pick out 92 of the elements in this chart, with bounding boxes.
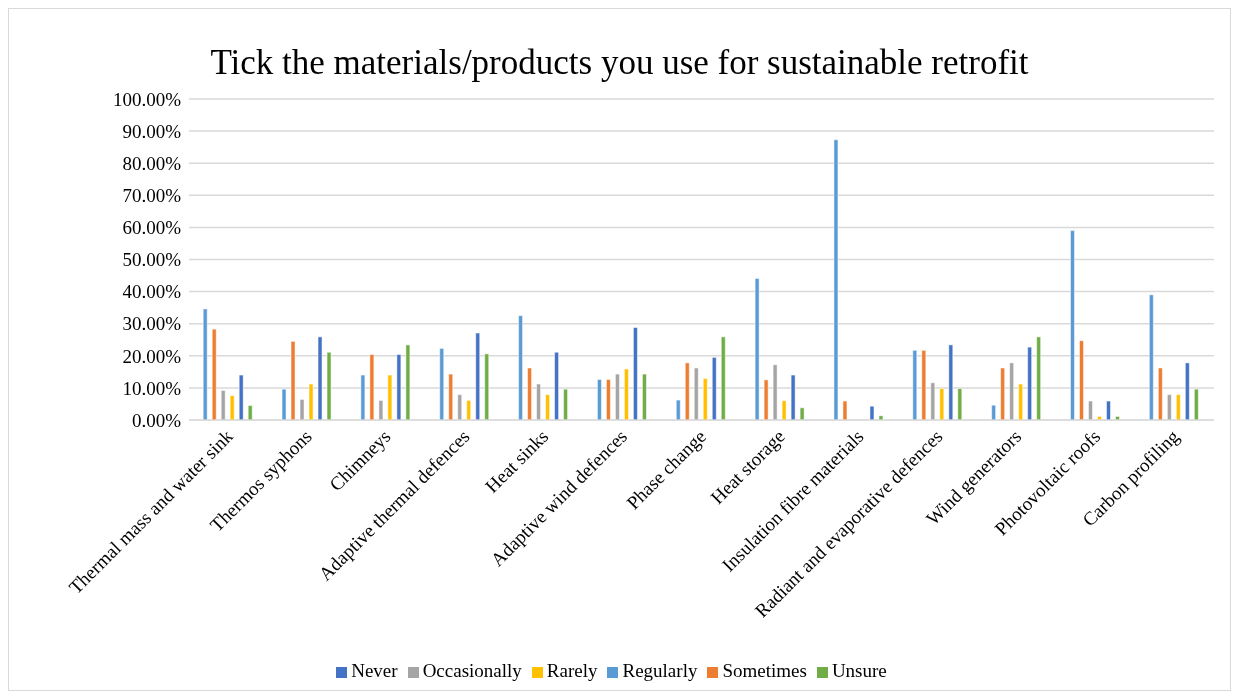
y-tick-label: 60.00%: [122, 217, 182, 239]
bar: [211, 328, 217, 420]
bar: [308, 383, 314, 420]
bar: [939, 388, 945, 420]
bar: [317, 336, 323, 420]
y-tick-label: 10.00%: [122, 377, 182, 399]
bar: [642, 373, 647, 420]
bar: [1167, 394, 1172, 420]
bar: [1036, 336, 1041, 420]
bar: [606, 379, 611, 420]
bar: [633, 327, 638, 420]
y-tick-label: 30.00%: [122, 313, 182, 335]
bar: [878, 415, 884, 420]
bar: [912, 350, 918, 420]
bar: [378, 400, 384, 420]
legend-label: Never: [351, 660, 398, 681]
bar: [439, 348, 444, 420]
bar: [1000, 367, 1005, 420]
y-tick-label: 0.00%: [131, 409, 182, 431]
bar: [1070, 230, 1075, 420]
bar: [1079, 340, 1084, 420]
legend-label: Occasionally: [422, 660, 522, 681]
bar: [1149, 294, 1154, 420]
bar: [527, 367, 532, 420]
bar: [536, 383, 541, 420]
bar: [1194, 388, 1199, 420]
bar: [930, 382, 936, 420]
bar: [869, 405, 875, 420]
bar: [290, 341, 296, 420]
bar: [360, 374, 366, 420]
bar: [238, 374, 244, 420]
bar: [387, 374, 393, 420]
y-tick-label: 50.00%: [122, 249, 182, 271]
bar: [1009, 362, 1014, 420]
legend-label: Sometimes: [722, 660, 807, 681]
bar: [1185, 362, 1190, 420]
bar: [369, 354, 375, 420]
bar: [790, 374, 796, 420]
bar: [799, 407, 805, 420]
legend-label: Rarely: [546, 660, 598, 681]
bar: [1176, 394, 1181, 420]
bar: [281, 388, 287, 420]
bar: [676, 399, 681, 420]
bar: [781, 400, 787, 420]
bar: [703, 378, 708, 420]
bar: [448, 373, 453, 420]
y-tick-label: 40.00%: [122, 281, 182, 303]
bar: [1088, 400, 1093, 420]
bar: [396, 354, 402, 420]
bar: [1106, 400, 1111, 420]
y-tick-label: 100.00%: [112, 88, 182, 110]
y-tick-label: 70.00%: [122, 185, 182, 207]
bar: [326, 352, 332, 420]
bar: [991, 404, 996, 420]
bar: [484, 353, 489, 420]
bar: [721, 336, 726, 420]
bar: [712, 357, 717, 420]
bar: [229, 395, 235, 420]
bar: [615, 373, 620, 420]
bar: [563, 388, 568, 420]
bar: [202, 308, 208, 420]
bar: [220, 390, 226, 420]
bar: [518, 315, 523, 420]
bar: [475, 332, 480, 420]
bar: [457, 394, 462, 420]
bar: [685, 362, 690, 420]
bar: [299, 399, 305, 420]
bar: [754, 278, 760, 420]
legend-label: Regularly: [622, 660, 698, 681]
bar: [545, 394, 550, 420]
bar: [1027, 346, 1032, 420]
bar: [597, 379, 602, 420]
chart-title: Tick the materials/products you use for sustainable retrofit: [209, 42, 1030, 84]
bar: [247, 405, 253, 420]
y-tick-label: 80.00%: [122, 152, 182, 174]
y-tick-label: 20.00%: [122, 345, 182, 367]
bar: [948, 344, 954, 420]
bar: [772, 364, 778, 420]
bar: [763, 379, 769, 420]
bar: [554, 352, 559, 420]
bar: [624, 368, 629, 420]
bar: [921, 350, 927, 420]
y-tick-label: 90.00%: [122, 120, 182, 142]
legend-label: Unsure: [831, 660, 887, 681]
bar: [466, 400, 471, 420]
bar: [405, 344, 411, 420]
bar: [842, 400, 848, 420]
bar: [694, 367, 699, 420]
bar: [1158, 367, 1163, 420]
bar: [1018, 383, 1023, 420]
bar: [957, 388, 963, 420]
bar: [833, 139, 839, 420]
